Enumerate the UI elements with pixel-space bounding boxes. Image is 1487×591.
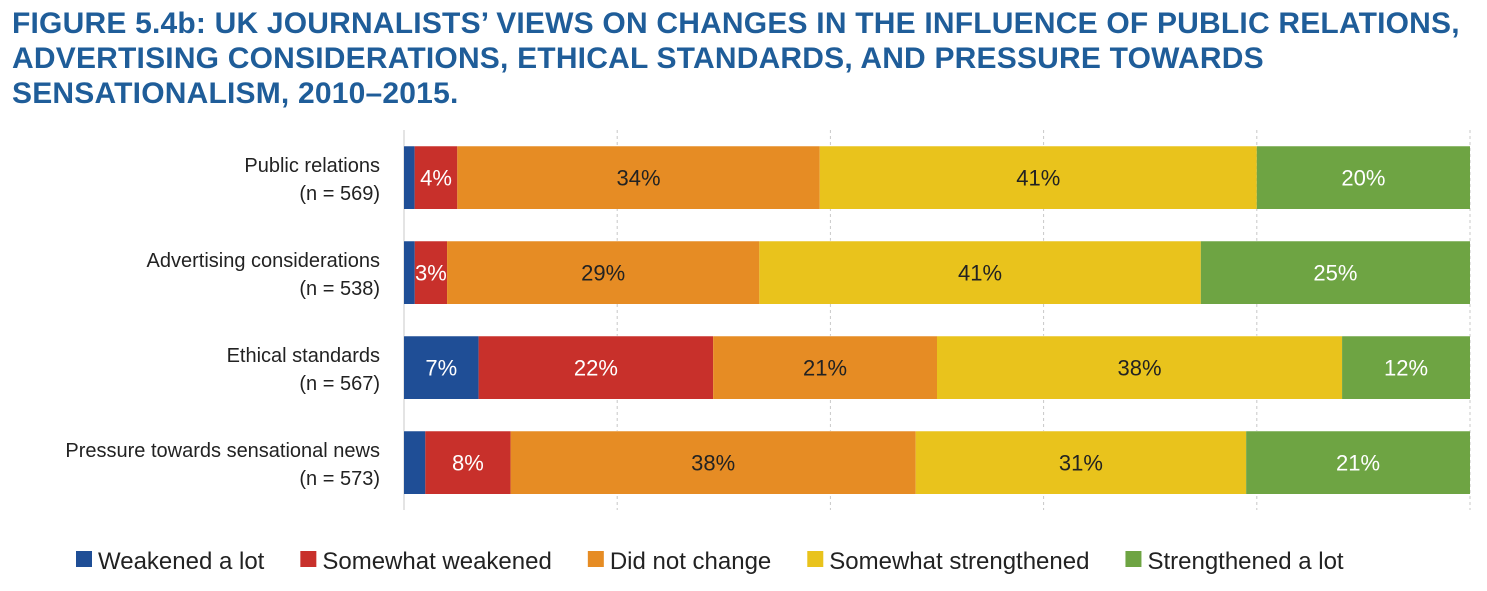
category-n-label: (n = 573) xyxy=(299,468,380,490)
bar-value-label: 38% xyxy=(1118,356,1162,381)
bar-value-label: 3% xyxy=(415,261,447,286)
bar-value-label: 12% xyxy=(1384,356,1428,381)
legend-swatch xyxy=(807,551,824,567)
legend-label: Strengthened a lot xyxy=(1147,548,1343,575)
bar-value-label: 20% xyxy=(1341,166,1385,191)
bar-value-label: 31% xyxy=(1059,451,1103,476)
chart-title: FIGURE 5.4b: UK JOURNALISTS’ VIEWS ON CH… xyxy=(12,7,1460,110)
bar-segment xyxy=(425,431,511,494)
legend-label: Somewhat weakened xyxy=(322,548,551,575)
bar-segment xyxy=(1256,146,1470,209)
legend-item: Did not change xyxy=(587,548,771,575)
legend-label: Did not change xyxy=(610,548,771,575)
bar-segment xyxy=(447,241,760,304)
bar-value-label: 29% xyxy=(581,261,625,286)
category-labels: Public relations (n = 569) Advertising con… xyxy=(65,155,380,490)
bar-value-label: 41% xyxy=(958,261,1002,286)
category-label: Advertising considerations xyxy=(147,250,380,272)
bar-segment xyxy=(414,241,448,304)
bar-segment xyxy=(404,336,479,399)
category-label: Public relations xyxy=(244,155,380,177)
legend-swatch xyxy=(1125,551,1142,567)
legend-swatch xyxy=(587,551,604,567)
legend-label: Weakened a lot xyxy=(98,548,265,575)
category-n-label: (n = 538) xyxy=(299,278,380,300)
bar-segment xyxy=(414,146,458,209)
category-label: Ethical standards xyxy=(227,345,380,367)
bar-value-label: 7% xyxy=(425,356,457,381)
legend-item: Somewhat strengthened xyxy=(807,548,1089,575)
bar-segment xyxy=(937,336,1343,399)
bar-value-label: 21% xyxy=(1336,451,1380,476)
category-n-label: (n = 567) xyxy=(299,373,380,395)
category-label: Pressure towards sensational news xyxy=(65,440,380,462)
bar-segment xyxy=(510,431,916,494)
bar-segment xyxy=(915,431,1247,494)
bar-value-label: 4% xyxy=(420,166,452,191)
bar-segment xyxy=(404,431,426,494)
bars-group: 4% 34% 41% 20% 3% 29% 41% 25% 7% 22% 21% 38% 12% 8% 38… xyxy=(404,145,1470,494)
bar-value-label: 41% xyxy=(1016,166,1060,191)
bar-segment xyxy=(1200,241,1470,304)
legend-item: Weakened a lot xyxy=(76,548,265,575)
legend-swatch xyxy=(76,551,92,567)
bar-segment xyxy=(404,146,415,209)
bar-segment xyxy=(1342,336,1470,399)
bar-segment xyxy=(478,336,714,399)
bar-segment xyxy=(759,241,1201,304)
legend-label: Somewhat strengthened xyxy=(829,548,1089,575)
bar-segment xyxy=(457,146,820,209)
bar-value-label: 21% xyxy=(803,356,847,381)
bar-segment xyxy=(404,241,415,304)
bar-value-label: 38% xyxy=(691,451,735,476)
bar-value-label: 25% xyxy=(1313,261,1357,286)
bar-segment xyxy=(1246,431,1470,494)
bar-value-label: 22% xyxy=(574,356,618,381)
legend-item: Somewhat weakened xyxy=(300,548,552,575)
bar-value-label: 8% xyxy=(452,451,484,476)
legend-item: Strengthened a lot xyxy=(1125,548,1344,575)
bar-segment xyxy=(819,146,1257,209)
legend: Weakened a lot Somewhat weakened Did not c… xyxy=(76,548,1344,575)
bar-value-label: 34% xyxy=(616,166,660,191)
category-n-label: (n = 569) xyxy=(299,183,380,205)
bar-segment xyxy=(713,336,937,399)
legend-swatch xyxy=(300,551,317,567)
